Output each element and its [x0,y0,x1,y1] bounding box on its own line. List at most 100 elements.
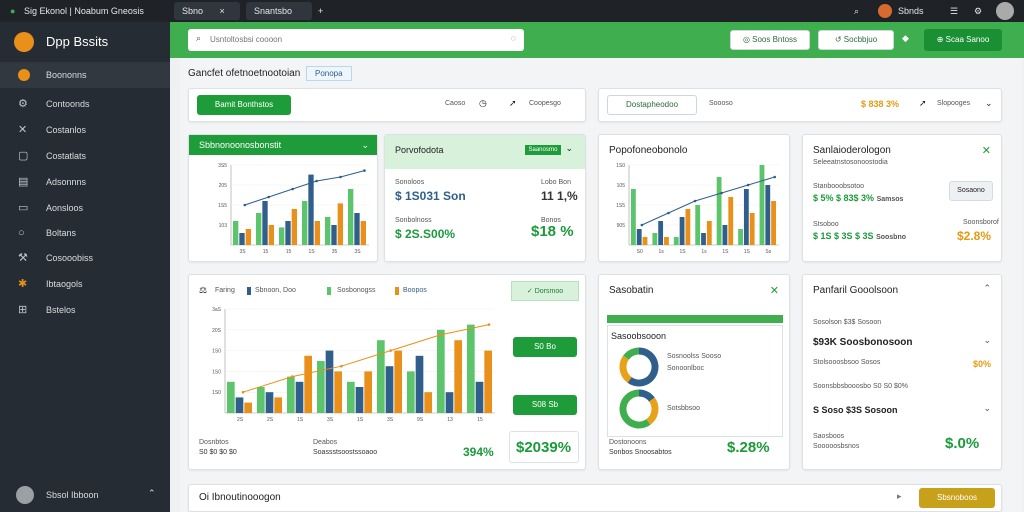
clock-icon: ◷ [479,98,487,108]
bar [262,201,268,245]
card-e-big-box: $2039% [509,431,579,463]
metrics-card-b: Porvofodota Saanosrno ⌄ Sonoloos $ 1S031… [384,134,586,262]
sidebar-item-4[interactable]: ▤ Adsonnns [0,169,170,195]
bar [265,392,274,413]
card-e-value-1: S0 $0 $0 $0 [199,449,237,456]
donut-slice [646,397,659,425]
card-e-filter-button[interactable]: ✓ Dorsmoo [511,281,579,301]
card-g-row-2[interactable]: $93K Soosbonosoon [813,337,913,348]
sidebar-item-9[interactable]: ⊞ Bstelos [0,297,170,323]
trend-line [242,324,490,393]
sidebar-item-0[interactable]: Boononns [0,62,170,88]
card-g-row-4[interactable]: Soonsbbsbooosbo S0 S0 $0% [813,383,908,390]
close-icon[interactable]: ✕ [981,145,991,157]
search-box[interactable]: ⌕ ◌ [188,29,524,51]
app-logo-icon: ● [10,6,16,16]
card-g-row-5[interactable]: S Soso $3S Sosoon [813,405,898,415]
chevron-up-icon[interactable]: ⌃ [148,488,156,498]
filter-button-1-label: Bamit Bonthstos [214,100,274,109]
x-tick-label: 1S [722,249,729,255]
mic-icon[interactable]: ◌ [510,33,516,43]
user-avatar[interactable] [16,486,34,504]
bar [287,376,295,413]
card-b-label-1: Sonoloos [395,179,425,186]
card-b-header: Porvofodota Saanosrno ⌄ [385,135,585,169]
sidebar-item-7[interactable]: ⚒ Cosooobiss [0,245,170,271]
bar [325,350,334,413]
filter-button-1[interactable]: Bamit Bonthstos [197,95,291,115]
card-b-value-2: 11 1,% [541,189,578,203]
trend-point [315,179,318,183]
card-g-row-3[interactable]: Stolsooosbsoo Sosos [813,359,881,366]
card-e-button-2[interactable]: S08 Sb [513,395,577,415]
bar [364,371,372,413]
browser-tab-title[interactable]: Sig Ekonol | Noabum Gneosis [24,6,144,16]
card-e-button-1[interactable]: S0 Bo [513,337,577,357]
chevron-down-icon[interactable]: ⌄ [565,143,573,153]
close-icon[interactable]: × [219,6,225,16]
y-tick-label: 3S5 [218,163,227,169]
sidebar-item-3[interactable]: ▢ Costatlats [0,143,170,169]
card-d-subtitle: Seleeatnstosonoostodia [813,159,888,166]
filter-option-2[interactable]: Coopesgo [529,100,561,107]
filter2-option-1[interactable]: Soooso [709,100,733,107]
y-tick-label: 103 [219,223,228,229]
sidebar-item-6[interactable]: ○ Boltans [0,220,170,246]
bar [415,355,424,413]
card-g-sublabel: Sooooosbsnos [813,443,860,450]
box-icon: ▢ [18,150,29,162]
browser-tab-2[interactable]: Sbno × [174,2,240,20]
topbar-button-1[interactable]: ◎ Soos Bntoss [730,30,810,50]
topbar-button-3[interactable]: ⊕ Scaa Sanoo [924,29,1002,51]
list-card-g: Panfaril Gooolsoon ⌃ Sosolson $3$ Sosoon… [802,274,1002,470]
card-e-mid-value: 394% [463,445,494,459]
sidebar-item-1[interactable]: ⚙ Contoonds [0,91,170,117]
bar [728,197,734,245]
x-tick-label: S0 [637,249,643,255]
filter-option-1[interactable]: Caoso [445,100,466,107]
card-g-row-1[interactable]: Sosolson $3$ Sosoon [813,319,882,326]
filter-button-2[interactable]: Dostapheodoo [607,95,697,115]
chevron-down-icon[interactable]: ⌄ [983,403,991,413]
card-g-row-3-value: $0% [972,359,991,369]
card-d-button[interactable]: Sosaono [949,181,993,201]
bar [227,381,235,413]
avatar[interactable] [878,4,892,18]
search-icon[interactable]: ⌕ [854,6,860,16]
x-tick-label: 35 [332,249,338,255]
bottom-card-title: Oi Ibnoutinooogon [199,492,281,503]
new-tab-icon[interactable]: + [318,6,324,16]
filter2-option-2[interactable]: Slopooges [937,100,971,107]
user-avatar[interactable] [996,2,1014,20]
sidebar-item-2[interactable]: ✕ Costanlos [0,117,170,143]
bar [695,205,701,245]
search-input[interactable] [210,33,490,46]
settings-icon[interactable]: ⚙ [974,6,983,16]
bar [743,189,749,245]
bar [347,381,355,413]
chevron-down-icon[interactable]: ⌄ [983,335,991,345]
sidebar-item-5[interactable]: ▭ Aonsloos [0,195,170,221]
arrow-right-icon[interactable]: ▸ [897,491,902,501]
brand-icon [14,32,34,52]
y-tick-label: 1S0 [212,369,221,375]
app-name: Dpp Bssits [46,34,109,49]
card-d-row-1-label: Samsos [876,196,904,203]
chart-card-e: ⚖ Faring Sbnoon, Doo Sosbonogss Boopos ✓… [188,274,586,470]
trend-point [243,203,247,207]
sidebar-item-8[interactable]: ✱ Ibtaogols [0,271,170,297]
chevron-down-icon[interactable]: ⌄ [361,140,369,150]
chevron-down-icon[interactable]: ⌄ [985,98,993,108]
bottom-card-button[interactable]: Sbsnoboos [919,488,995,508]
bell-icon[interactable]: ◆ [902,33,909,43]
chevron-up-icon[interactable]: ⌃ [983,283,991,293]
bar [722,225,728,245]
filter-card-2: Dostapheodoo Soooso $ 838 3% ➚ Slopooges… [598,88,1002,122]
close-icon[interactable]: ✕ [769,285,779,297]
grid-icon: ⊞ [18,304,28,316]
sidebar: Dpp Bssits Boononns ⚙ Contoonds ✕ Costanlo… [0,22,170,512]
browser-tab-3[interactable]: Snantsbo [246,2,312,20]
menu-icon[interactable]: ☰ [950,6,959,16]
topbar-button-2[interactable]: ↺ Socbbjuo [818,30,894,50]
trend-line [244,170,365,206]
